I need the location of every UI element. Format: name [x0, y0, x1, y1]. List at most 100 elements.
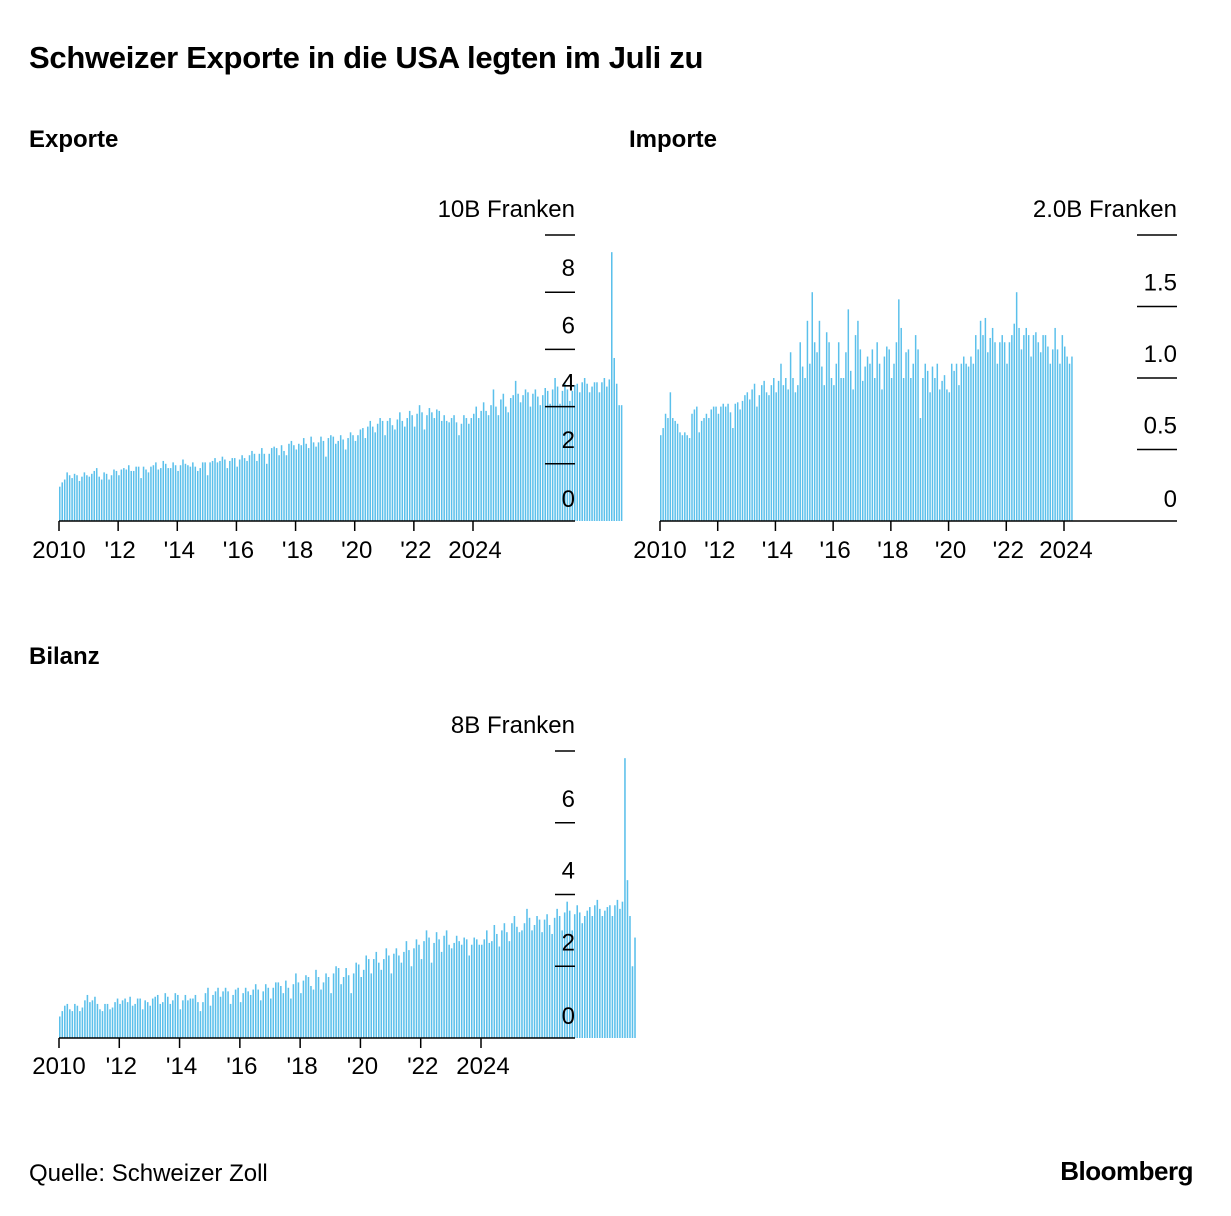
bar [295, 973, 297, 1038]
bar [184, 463, 187, 521]
x-tick-label: '16 [820, 537, 851, 564]
bar [184, 994, 187, 1038]
bar [578, 392, 581, 521]
bar [465, 939, 468, 1038]
bar [124, 998, 126, 1038]
bar [634, 937, 636, 1038]
bar [943, 375, 946, 521]
bar [300, 993, 302, 1038]
bar [703, 418, 705, 521]
bar [789, 352, 792, 521]
bar [881, 389, 883, 521]
bar [88, 476, 91, 521]
bar [238, 459, 241, 521]
bar [674, 420, 676, 521]
bar [325, 973, 327, 1038]
bar [415, 939, 418, 1038]
bar [734, 403, 737, 521]
bar [715, 406, 717, 521]
bar [463, 937, 465, 1038]
bar [756, 406, 758, 521]
bar [179, 465, 182, 521]
bar [68, 475, 71, 521]
bar [204, 462, 206, 521]
bar [283, 450, 285, 521]
x-tick-label: '12 [105, 537, 136, 564]
bar [490, 405, 492, 521]
bar [907, 349, 910, 521]
bar [559, 403, 561, 521]
bar [463, 415, 465, 521]
bar [159, 1003, 162, 1038]
x-tick-label: '18 [877, 537, 908, 564]
bar [273, 446, 275, 521]
bar [473, 937, 476, 1038]
bar [500, 399, 502, 521]
bar [89, 1002, 91, 1039]
bar [900, 327, 902, 521]
bar [285, 980, 287, 1038]
bar [1001, 335, 1003, 521]
bar [352, 973, 355, 1038]
bar [621, 901, 624, 1038]
bar [744, 395, 746, 521]
bar [410, 966, 413, 1038]
bar [491, 941, 493, 1038]
bar [234, 989, 237, 1038]
bar [136, 998, 139, 1038]
bar [1011, 335, 1013, 521]
bar [408, 410, 411, 521]
bar [615, 383, 618, 521]
bar [938, 389, 941, 521]
bar [135, 466, 137, 521]
bar [391, 425, 394, 521]
bar [295, 449, 298, 521]
bar [538, 919, 541, 1038]
bar [86, 994, 89, 1038]
bar [280, 445, 283, 521]
bar [586, 910, 589, 1038]
bar [172, 462, 174, 521]
bar [428, 937, 430, 1038]
bar [320, 989, 322, 1038]
bar [941, 380, 943, 521]
bar [189, 998, 192, 1038]
bar [611, 252, 613, 521]
bar [619, 908, 621, 1038]
bar [172, 1000, 174, 1038]
bar [258, 453, 261, 521]
bar [537, 396, 539, 521]
bar [613, 357, 615, 521]
bar [533, 924, 536, 1038]
bar [256, 460, 258, 521]
bar [662, 428, 664, 521]
bar [275, 982, 277, 1038]
bar [691, 413, 693, 521]
bar [984, 317, 987, 521]
bar [606, 386, 608, 521]
bar [302, 980, 305, 1038]
bar [487, 415, 490, 521]
bar [174, 465, 177, 521]
bar [96, 1003, 99, 1038]
bar [224, 459, 226, 521]
bar [370, 973, 373, 1038]
bar [481, 944, 483, 1038]
bar [934, 378, 936, 521]
bar [63, 479, 66, 521]
bar [496, 933, 498, 1038]
bar [280, 985, 282, 1038]
x-tick-label: 2010 [32, 537, 85, 564]
bar [320, 436, 322, 521]
bar [799, 342, 801, 521]
bar [251, 450, 253, 521]
bar [847, 309, 850, 521]
bar [242, 993, 244, 1038]
bar [618, 405, 620, 521]
bar [360, 977, 362, 1038]
bar [350, 993, 352, 1038]
bar [948, 392, 951, 521]
bar [399, 412, 401, 521]
bar [521, 930, 523, 1039]
bar [470, 944, 473, 1038]
